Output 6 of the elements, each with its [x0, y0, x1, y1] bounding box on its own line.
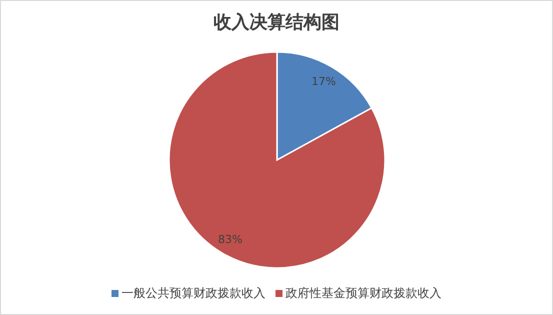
legend-label: 一般公共预算财政拨款收入 [122, 286, 266, 300]
data-label: 83% [218, 233, 242, 246]
chart-title: 收入决算结构图 [214, 12, 340, 33]
legend-label: 政府性基金预算财政拨款收入 [286, 286, 442, 300]
pie-slice [168, 51, 386, 269]
data-label: 17% [312, 74, 336, 88]
